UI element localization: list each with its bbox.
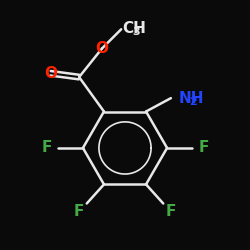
Text: F: F: [166, 204, 176, 219]
Text: O: O: [96, 41, 108, 56]
Text: F: F: [74, 204, 84, 219]
Text: CH: CH: [122, 21, 146, 36]
Text: O: O: [44, 66, 57, 81]
Text: 3: 3: [133, 27, 140, 37]
Text: 2: 2: [189, 96, 197, 106]
Text: NH: NH: [178, 91, 204, 106]
Text: F: F: [198, 140, 208, 156]
Text: F: F: [42, 140, 52, 156]
